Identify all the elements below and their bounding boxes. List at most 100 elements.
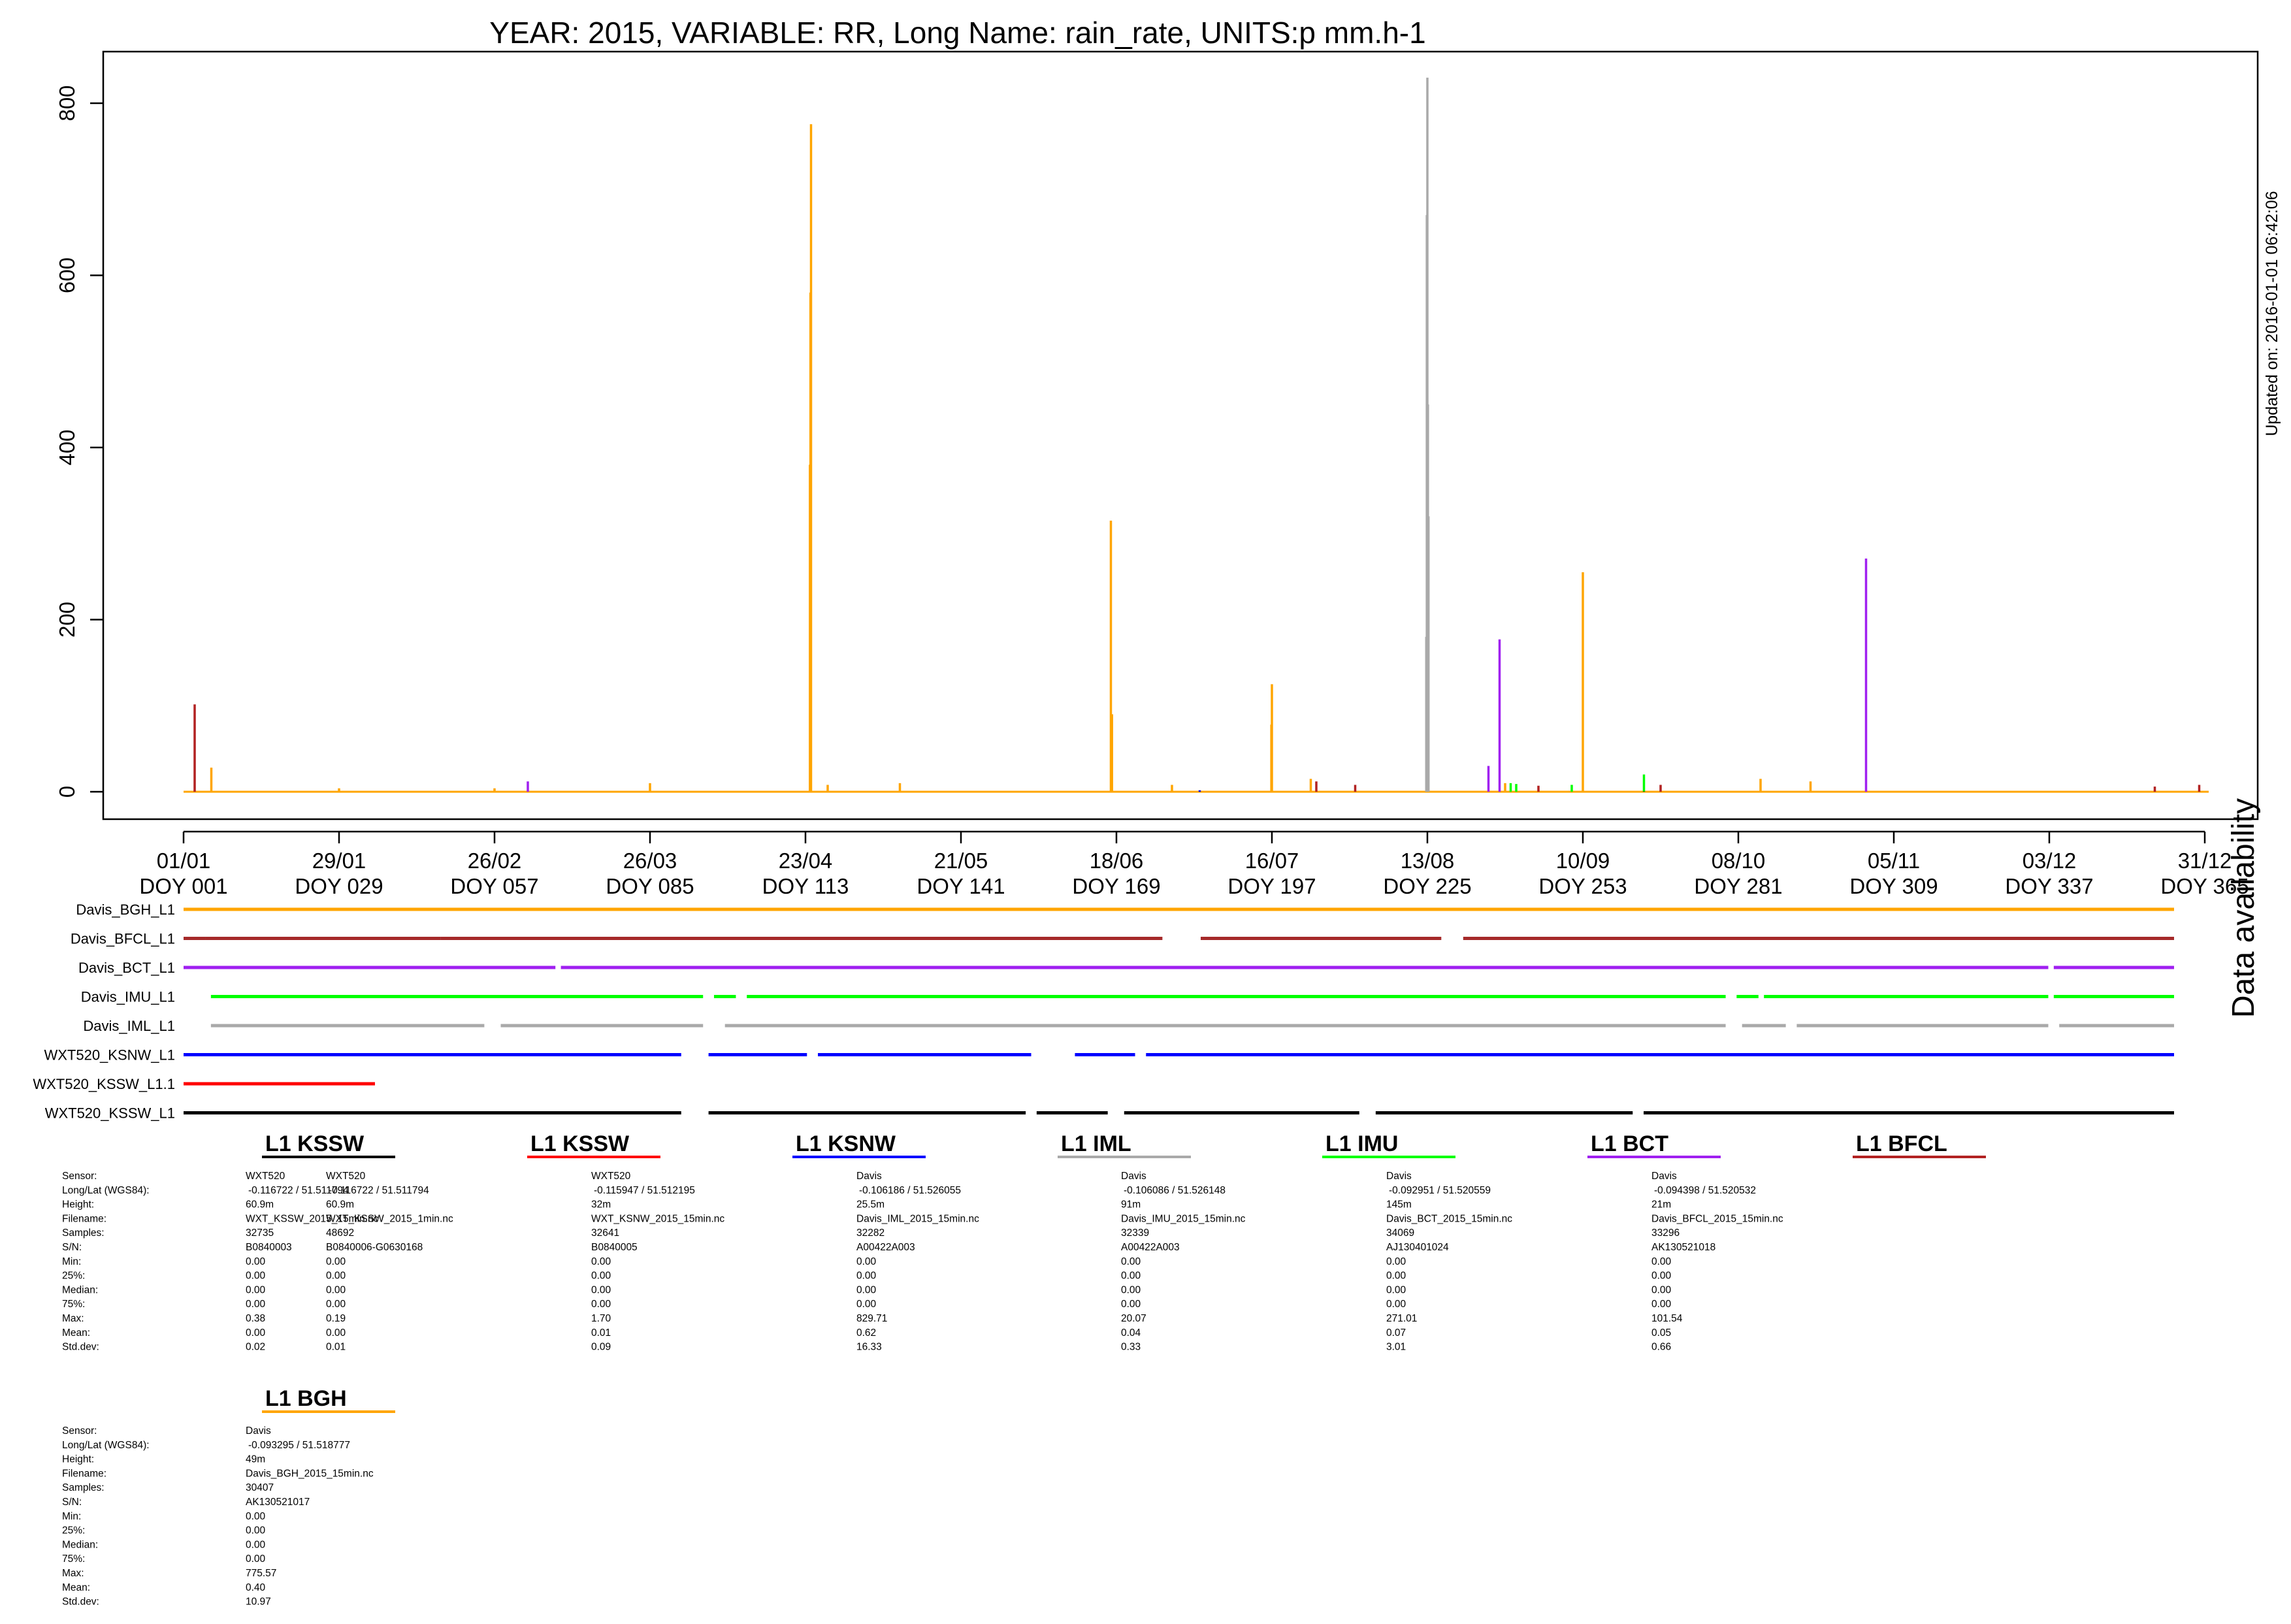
stats-value: 3.01 xyxy=(1386,1342,1406,1353)
stats-value: 32339 xyxy=(1121,1227,1149,1239)
stats-value: -0.092951 / 51.520559 xyxy=(1389,1185,1491,1196)
stats-value: 0.00 xyxy=(246,1511,266,1522)
stats-value: 48692 xyxy=(326,1227,354,1239)
stats-block-title: L1 IMU xyxy=(1325,1131,1398,1156)
stats-block-title: L1 BGH xyxy=(265,1386,347,1411)
stats-block-title: L1 KSNW xyxy=(796,1131,896,1156)
stats-value: 0.40 xyxy=(246,1582,266,1593)
availability-row-label: WXT520_KSSW_L1 xyxy=(45,1105,175,1122)
stats-value: B0840006-G0630168 xyxy=(326,1242,423,1253)
stats-value: 0.38 xyxy=(246,1313,265,1324)
y-tick-label: 800 xyxy=(55,85,79,121)
x-tick-doy: DOY 253 xyxy=(1538,874,1627,898)
stats-row-label: 25%: xyxy=(62,1525,85,1536)
x-tick-doy: DOY 337 xyxy=(2005,874,2093,898)
stats-value: 0.00 xyxy=(326,1299,346,1310)
plot-frame xyxy=(102,50,2259,820)
stats-value: WXT_KSSW_2015_15min.nc xyxy=(246,1213,379,1224)
stats-value: 21m xyxy=(1651,1199,1671,1210)
stats-value: A00422A003 xyxy=(1121,1242,1180,1253)
stats-value: 0.00 xyxy=(1386,1256,1406,1267)
stats-value: 0.00 xyxy=(591,1271,611,1282)
stats-row-label: Mean: xyxy=(62,1582,90,1593)
stats-value: 33296 xyxy=(1651,1227,1680,1239)
stats-row-label: Min: xyxy=(62,1511,81,1522)
stats-row-label: Median: xyxy=(62,1539,98,1550)
stats-value: 829.71 xyxy=(856,1313,887,1324)
stats-value: 0.00 xyxy=(246,1271,266,1282)
stats-value: 0.00 xyxy=(856,1271,877,1282)
stats-value: B0840003 xyxy=(246,1242,292,1253)
stats-row-label: Height: xyxy=(62,1454,94,1465)
stats-value: -0.115947 / 51.512195 xyxy=(594,1185,695,1196)
stats-value: 0.05 xyxy=(1651,1327,1671,1339)
availability-row-label: WXT520_KSNW_L1 xyxy=(44,1047,175,1064)
stats-block: L1 KSSW Sensor: Long/Lat (WGS84): Height: Fi… xyxy=(62,1131,395,1353)
availability-row-label: Davis_BFCL_L1 xyxy=(71,931,175,947)
stats-block: L1 BFCL Davis -0.094398 / 51.520532 21m Davi… xyxy=(1651,1131,1986,1353)
stats-value: -0.106186 / 51.526055 xyxy=(859,1185,961,1196)
x-tick-date: 31/12 xyxy=(2178,849,2232,873)
stats-row-label: Std.dev: xyxy=(62,1342,99,1353)
stats-row-label: Mean: xyxy=(62,1327,90,1339)
stats-value: 0.00 xyxy=(246,1553,266,1565)
availability-row-label: Davis_BGH_L1 xyxy=(76,901,175,918)
x-tick-doy: DOY 085 xyxy=(606,874,694,898)
stats-value: 0.00 xyxy=(1386,1284,1406,1295)
stats-value: A00422A003 xyxy=(856,1242,915,1253)
stats-block: L1 BGH Sensor: Long/Lat (WGS84): Height: Fil… xyxy=(62,1386,395,1608)
stats-value: 0.00 xyxy=(1121,1256,1141,1267)
x-tick-date: 23/04 xyxy=(779,849,833,873)
stats-value: Davis_BFCL_2015_15min.nc xyxy=(1651,1213,1783,1224)
stats-block: L1 IMU Davis -0.106086 / 51.526148 91m Davis… xyxy=(1121,1131,1455,1353)
x-tick-date: 18/06 xyxy=(1090,849,1144,873)
stats-block-title: L1 IML xyxy=(1061,1131,1131,1156)
stats-value: 60.9m xyxy=(246,1199,274,1210)
stats-value: WXT520 xyxy=(591,1171,631,1182)
stats-value: 0.00 xyxy=(591,1299,611,1310)
series-l1-bgh xyxy=(210,124,1812,792)
stats-row-label: Samples: xyxy=(62,1227,105,1239)
stats-value: 25.5m xyxy=(856,1199,885,1210)
stats-value: 10.97 xyxy=(246,1597,271,1608)
data-availability-panel: Davis_BGH_L1 Davis_BFCL_L1 Davis_BCT_L1 Dav… xyxy=(33,901,2174,1122)
stats-value: 0.00 xyxy=(246,1284,266,1295)
stats-value: -0.116722 / 51.511794 xyxy=(329,1185,429,1196)
x-tick-doy: DOY 057 xyxy=(450,874,538,898)
stats-value: 271.01 xyxy=(1386,1313,1417,1324)
stats-row-label: Std.dev: xyxy=(62,1597,99,1608)
stats-value: 0.00 xyxy=(1651,1256,1672,1267)
stats-value: 0.00 xyxy=(1386,1271,1406,1282)
stats-value: -0.094398 / 51.520532 xyxy=(1654,1185,1756,1196)
stats-value: 0.04 xyxy=(1121,1327,1141,1339)
stats-value: 0.01 xyxy=(326,1342,346,1353)
stats-value: WXT520 xyxy=(246,1171,285,1182)
stats-value: 0.00 xyxy=(856,1284,877,1295)
stats-value: 49m xyxy=(246,1454,265,1465)
stats-value: 0.00 xyxy=(246,1256,266,1267)
stats-value: 0.01 xyxy=(591,1327,611,1339)
stats-value: 775.57 xyxy=(246,1568,276,1579)
stats-value: 0.00 xyxy=(246,1299,266,1310)
stats-value: AJ130401024 xyxy=(1386,1242,1449,1253)
y-tick-label: 600 xyxy=(55,257,79,293)
stats-value: 32282 xyxy=(856,1227,885,1239)
stats-value: 0.00 xyxy=(1651,1299,1672,1310)
stats-block-title: L1 BCT xyxy=(1591,1131,1668,1156)
series-l1-bct xyxy=(527,558,1868,792)
x-tick-doy: DOY 001 xyxy=(139,874,227,898)
stats-block-title: L1 KSSW xyxy=(265,1131,365,1156)
stats-row-label: Filename: xyxy=(62,1213,106,1224)
stats-value: 0.00 xyxy=(1651,1271,1672,1282)
stats-row-label: S/N: xyxy=(62,1242,82,1253)
series-l1-iml xyxy=(1425,77,1430,792)
availability-row-label: Davis_IMU_L1 xyxy=(81,989,175,1005)
stats-value: Davis xyxy=(856,1171,882,1182)
x-tick-date: 13/08 xyxy=(1401,849,1455,873)
stats-value: 0.00 xyxy=(246,1525,266,1536)
stats-value: 0.00 xyxy=(326,1271,346,1282)
stats-value: 16.33 xyxy=(856,1342,882,1353)
stats-block: L1 KSNW WXT520 -0.115947 / 51.512195 32m WXT… xyxy=(591,1131,926,1353)
stats-value: 0.00 xyxy=(326,1256,346,1267)
